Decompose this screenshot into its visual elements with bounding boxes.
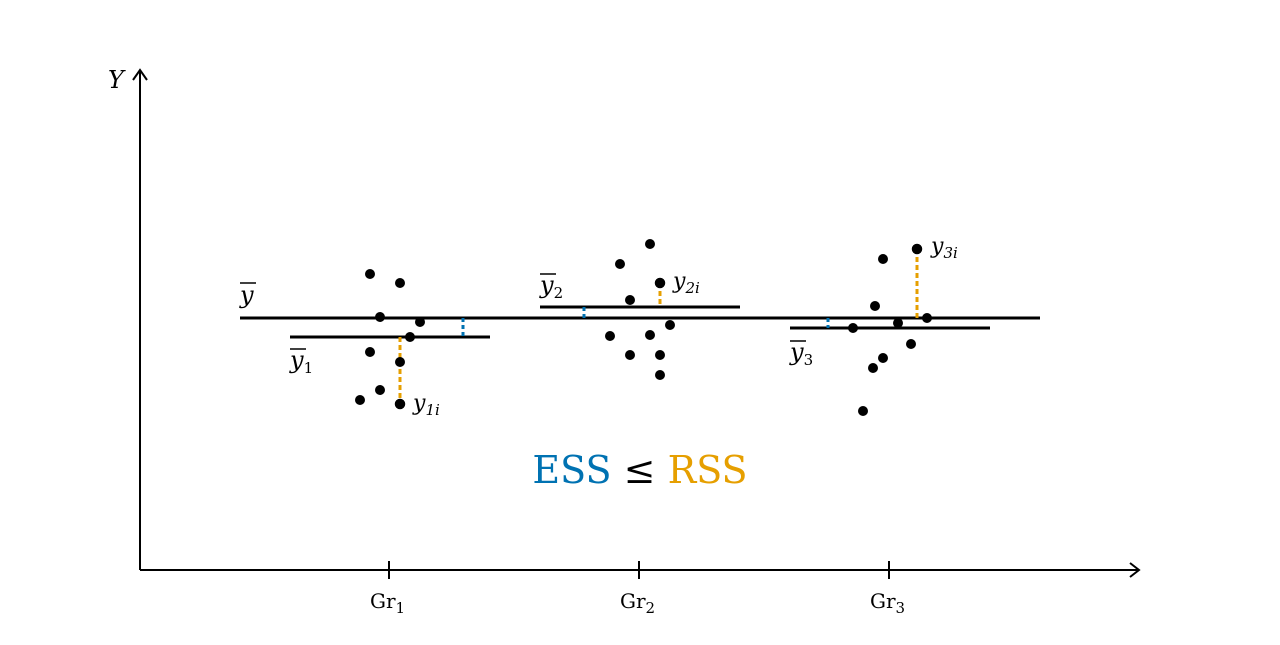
group-mean-label-2: y2 [539,271,563,302]
data-point [906,339,916,349]
formula-operator: ≤ [624,448,656,492]
y-axis-arrow [132,68,148,81]
group-3-points [848,243,932,416]
data-point [375,312,385,322]
data-point [868,363,878,373]
tick-label-2: Gr2 [620,589,655,617]
data-point [870,301,880,311]
data-point [355,395,365,405]
data-point [625,295,635,305]
data-point [375,385,385,395]
point-label-3: y3i [930,234,958,262]
data-point [665,320,675,330]
data-point [893,318,903,328]
formula: ESS ≤ RSS [532,448,747,492]
group-mean-label-1: y1 [289,346,313,377]
highlighted-point-3 [911,243,923,255]
overall-mean-label: y [239,281,254,309]
data-point [922,313,932,323]
data-point [878,353,888,363]
data-point [858,406,868,416]
data-point [365,347,375,357]
point-label-2: y2i [672,269,700,297]
data-point [405,332,415,342]
data-point [625,350,635,360]
formula-rss: RSS [668,448,748,492]
highlighted-point-1 [394,398,406,410]
data-point [605,331,615,341]
data-point [615,259,625,269]
data-point [365,269,375,279]
data-point [395,357,405,367]
tick-label-3: Gr3 [870,589,905,617]
group-mean-label-3: y3 [789,338,813,369]
data-point [655,350,665,360]
data-point [395,278,405,288]
data-point [848,323,858,333]
data-point [645,239,655,249]
data-point [415,317,425,327]
tick-label-1: Gr1 [370,589,405,617]
formula-ess: ESS [532,448,611,492]
group-2-points [605,239,675,380]
group-1-points [355,269,425,410]
data-point [655,370,665,380]
x-axis-arrow [1129,562,1141,578]
data-point [878,254,888,264]
data-point [645,330,655,340]
point-label-1: y1i [412,391,440,419]
highlighted-point-2 [654,277,666,289]
y-axis-label: Y [108,66,126,94]
